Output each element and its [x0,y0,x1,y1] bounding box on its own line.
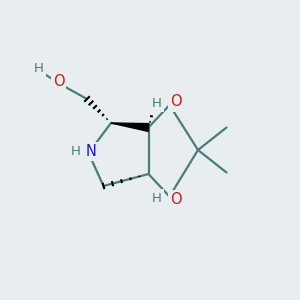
Text: O: O [53,74,64,89]
Text: O: O [170,192,182,207]
Text: N: N [85,144,96,159]
Polygon shape [111,123,149,131]
Text: H: H [34,62,44,76]
Text: H: H [152,191,162,205]
Text: H: H [71,145,81,158]
Text: O: O [170,94,182,110]
Text: H: H [152,97,162,110]
